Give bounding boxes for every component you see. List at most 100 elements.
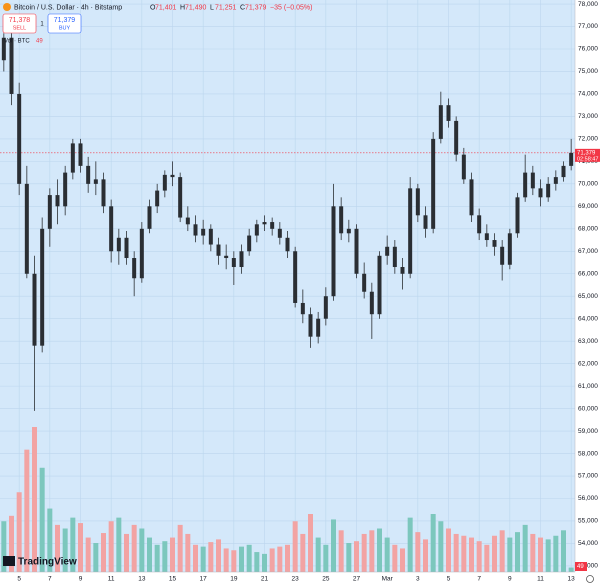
candle-body	[162, 174, 167, 191]
candle-body	[500, 246, 505, 265]
volume-bar	[124, 533, 129, 572]
volume-bar	[269, 548, 275, 572]
volume-bar	[193, 544, 198, 572]
volume-bar	[323, 544, 329, 572]
buy-button[interactable]	[47, 13, 82, 34]
y-tick-label: 76,000	[578, 46, 598, 53]
candle-body	[377, 255, 382, 315]
volume-bar	[545, 539, 551, 572]
candle-body	[24, 183, 29, 274]
candle-body	[507, 233, 512, 265]
grid	[0, 0, 575, 572]
volume-bar	[392, 544, 398, 572]
candle-body	[254, 224, 259, 236]
candle-body	[185, 217, 190, 225]
candle-body	[392, 246, 397, 268]
x-tick-label: 27	[353, 576, 361, 583]
y-tick-label: 69,000	[578, 203, 598, 210]
settings-icon[interactable]	[586, 575, 594, 583]
y-tick-label: 56,000	[578, 495, 598, 502]
candle-body	[101, 179, 106, 207]
x-tick-label: 9	[508, 576, 512, 583]
volume-bar	[24, 449, 30, 572]
volume-bar	[492, 535, 497, 572]
candle-body	[515, 197, 520, 234]
buy-label: BUY	[59, 25, 71, 31]
last-price-label: 71,379	[577, 150, 596, 156]
x-tick-label: 5	[17, 576, 21, 583]
candle-body	[201, 228, 206, 236]
volume-bar	[231, 550, 237, 572]
candle-body	[239, 251, 244, 268]
volume-bar	[162, 541, 168, 572]
volume-bar	[154, 544, 160, 572]
change: −35 (−0.05%)	[270, 4, 312, 11]
symbol-title: Bitcoin / U.S. Dollar · 4h · Bitstamp	[14, 4, 122, 11]
ohlc-key: H	[180, 4, 185, 11]
x-tick-label: 13	[138, 576, 146, 583]
volume-bar	[223, 548, 229, 572]
y-tick-label: 59,000	[578, 428, 598, 435]
volume-bar	[415, 532, 421, 572]
sell-button[interactable]	[2, 13, 37, 34]
volume-bar	[522, 524, 528, 572]
volume-bar	[354, 541, 359, 572]
x-tick-label: 7	[48, 576, 52, 583]
y-tick-label: 70,000	[578, 181, 598, 188]
volume-bar	[101, 533, 106, 572]
last-price-box	[575, 148, 600, 162]
candle-body	[477, 215, 482, 234]
candle-body	[316, 318, 321, 337]
x-tick-label: 9	[79, 576, 83, 583]
volume-bar	[430, 514, 436, 572]
y-tick-label: 60,000	[578, 405, 598, 412]
x-tick-label: 11	[108, 576, 115, 583]
y-tick-label: 72,000	[578, 136, 598, 143]
y-tick-label: 74,000	[578, 91, 598, 98]
candle-layer	[1, 33, 574, 411]
volume-bar	[39, 467, 45, 572]
candle-body	[300, 302, 305, 315]
volume-bar	[177, 524, 183, 572]
candle-body	[9, 37, 14, 94]
candle-body	[247, 235, 252, 252]
candle-body	[47, 195, 52, 229]
candle-body	[1, 37, 6, 61]
volume-bar	[530, 533, 536, 572]
x-tick-label: 3	[416, 576, 420, 583]
x-tick-label: 5	[447, 576, 451, 583]
volume-bar	[70, 517, 76, 572]
volume-bar	[208, 542, 214, 572]
candle-body	[454, 120, 459, 155]
volume-bar	[262, 553, 267, 572]
ohlc-value: 71,401	[155, 4, 177, 11]
candle-body	[331, 206, 336, 297]
candle-body	[546, 183, 551, 198]
x-tick-label: 19	[230, 576, 238, 583]
y-tick-label: 65,000	[578, 293, 598, 300]
candle-body	[270, 222, 275, 229]
candle-body	[293, 251, 298, 303]
volume-bar	[446, 528, 451, 572]
candle-body	[400, 267, 405, 274]
spread: 1	[40, 22, 44, 28]
candle-body	[346, 228, 351, 234]
ohlc-key: C	[240, 4, 245, 11]
volume-bar	[9, 515, 14, 572]
candle-body	[262, 222, 267, 225]
volume-bar	[108, 521, 114, 572]
volume-bar	[384, 537, 390, 572]
y-tick-label: 62,000	[578, 360, 598, 367]
volume-bar	[423, 539, 428, 572]
volume-bar	[338, 530, 344, 572]
volume-bar	[185, 533, 191, 572]
y-tick-label: 64,000	[578, 315, 598, 322]
volume-bar	[239, 546, 244, 572]
volume-bar	[16, 492, 22, 572]
price-axis	[575, 0, 600, 586]
candle-body	[553, 177, 558, 184]
volume-bar	[139, 528, 145, 572]
y-tick-label: 57,000	[578, 473, 598, 480]
